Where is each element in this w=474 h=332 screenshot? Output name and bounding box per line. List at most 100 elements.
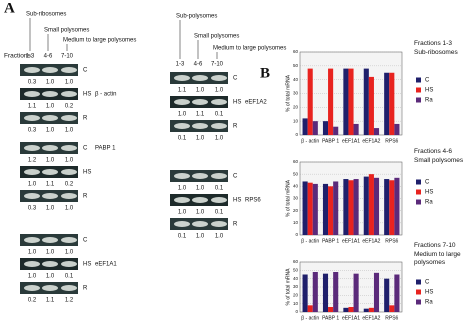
band (61, 91, 77, 97)
quant-value: 0.3 (28, 206, 37, 212)
bar (307, 68, 313, 135)
band (24, 67, 40, 73)
row-label: C (83, 146, 88, 152)
y-tick-label: 30 (293, 196, 299, 201)
y-tick-label: 0 (295, 132, 298, 137)
band (42, 67, 58, 73)
band (211, 173, 227, 179)
y-tick-label: 40 (293, 276, 299, 281)
quant-value: 0.2 (65, 104, 74, 110)
bar (353, 179, 359, 235)
bar (333, 126, 339, 135)
band (174, 123, 190, 129)
quant-value: 1.1 (196, 112, 205, 118)
quant-value: 0.2 (65, 182, 74, 188)
bar (302, 181, 308, 235)
quant-value: 1.0 (178, 186, 187, 192)
bar (353, 123, 359, 135)
y-tick-label: 40 (293, 184, 299, 189)
quant-value: 1.0 (46, 128, 55, 134)
row-label: HS (83, 92, 91, 98)
bar (389, 305, 395, 312)
y-tick-label: 50 (293, 268, 299, 273)
quant-value: 1.0 (65, 128, 74, 134)
quant-value: 1.0 (28, 274, 37, 280)
legend-swatch (416, 279, 421, 285)
bar (389, 72, 395, 135)
legend-swatch (416, 289, 421, 295)
band (211, 197, 227, 203)
quant-value: 0.1 (178, 234, 187, 240)
x-tick-label: β - actin (301, 315, 319, 321)
chart-title: Fractions 7-10 (414, 242, 456, 249)
panel-label: A (4, 0, 15, 16)
row-label: R (83, 116, 88, 122)
band (192, 197, 208, 203)
quant-value: 1.2 (28, 158, 37, 164)
x-tick-label: RPS6 (385, 138, 398, 144)
y-tick-label: 10 (293, 301, 299, 306)
band (24, 91, 40, 97)
y-tick-label: 50 (293, 171, 299, 176)
bar (363, 176, 369, 235)
bar (384, 72, 390, 135)
row-label: R (233, 222, 238, 228)
x-tick-label: PABP 1 (322, 315, 339, 321)
band (24, 145, 40, 151)
x-tick-label: RPS6 (385, 315, 398, 321)
band (192, 99, 208, 105)
quant-value: 1.0 (65, 250, 74, 256)
legend-swatch (416, 97, 421, 103)
fraction-header: Small polysomes (194, 34, 239, 40)
band (192, 173, 208, 179)
y-tick-label: 60 (293, 159, 299, 164)
quant-value: 1.0 (215, 136, 224, 142)
bar (394, 177, 400, 235)
chart-subtitle: Small polysomes (414, 157, 464, 164)
gene-label: PABP 1 (95, 146, 116, 152)
band (24, 169, 40, 175)
bar (307, 182, 313, 235)
quant-value: 1.0 (196, 136, 205, 142)
chart-title: Fractions 4-6 (414, 148, 452, 155)
row-label: C (233, 174, 238, 180)
bar (348, 68, 354, 135)
bar (363, 308, 369, 312)
quant-value: 1.0 (196, 88, 205, 94)
legend-swatch (416, 77, 421, 83)
quant-value: 1.0 (196, 186, 205, 192)
y-tick-label: 60 (293, 259, 299, 264)
bar (322, 183, 329, 235)
band (61, 285, 77, 291)
y-tick-label: 30 (293, 284, 299, 289)
x-tick-label: β - actin (301, 138, 319, 144)
row-label: R (83, 194, 88, 200)
band (42, 145, 58, 151)
x-tick-label: eEF1A1 (342, 138, 360, 144)
quant-value: 0.1 (215, 186, 224, 192)
legend-swatch (416, 87, 421, 93)
fraction-header: Sub-polysomes (176, 14, 217, 20)
legend-label: Ra (425, 300, 433, 306)
band (42, 193, 58, 199)
band (24, 261, 40, 267)
band (42, 169, 58, 175)
y-tick-label: 0 (295, 309, 298, 314)
fraction-header: Medium to large polysomes (213, 46, 286, 52)
quant-value: 1.0 (65, 158, 74, 164)
row-label: HS (233, 198, 241, 204)
band (24, 115, 40, 121)
band (174, 197, 190, 203)
bar (384, 179, 390, 235)
quant-value: 1.0 (28, 182, 37, 188)
bar (302, 274, 308, 312)
lane-label: 7-10 (211, 62, 224, 68)
quant-value: 1.2 (65, 298, 74, 304)
legend-label: Ra (425, 98, 433, 104)
quant-value: 1.0 (65, 80, 74, 86)
bar (343, 68, 349, 135)
y-tick-label: 20 (293, 105, 299, 110)
band (211, 123, 227, 129)
band (211, 75, 227, 81)
